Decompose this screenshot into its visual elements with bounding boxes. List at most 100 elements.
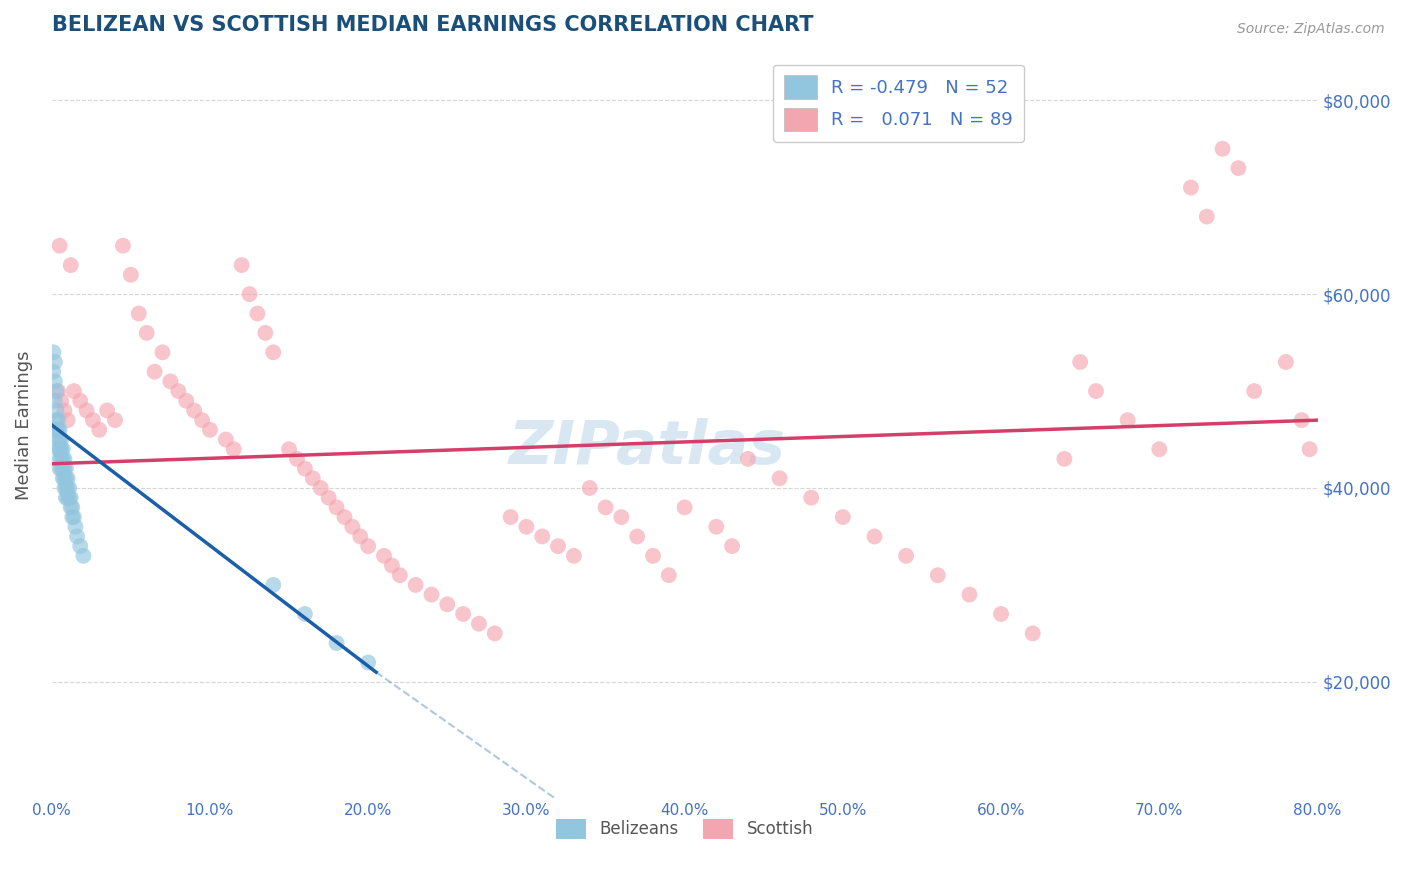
- Point: [342, 520, 364, 534]
- Point: [65, 520, 87, 534]
- Point: [1275, 355, 1298, 369]
- Point: [183, 403, 205, 417]
- Point: [45, 413, 67, 427]
- Point: [1195, 210, 1218, 224]
- Point: [704, 520, 727, 534]
- Point: [76, 403, 98, 417]
- Point: [278, 442, 301, 457]
- Text: Source: ZipAtlas.com: Source: ZipAtlas.com: [1237, 22, 1385, 37]
- Point: [484, 626, 506, 640]
- Point: [357, 539, 380, 553]
- Point: [46, 433, 69, 447]
- Point: [373, 549, 395, 563]
- Point: [52, 471, 75, 485]
- Point: [451, 607, 474, 621]
- Point: [104, 413, 127, 427]
- Point: [595, 500, 617, 515]
- Point: [626, 529, 648, 543]
- Point: [82, 413, 104, 427]
- Point: [1180, 180, 1202, 194]
- Point: [46, 384, 69, 398]
- Point: [294, 607, 316, 621]
- Point: [44, 375, 66, 389]
- Point: [167, 384, 190, 398]
- Point: [53, 481, 76, 495]
- Point: [51, 393, 73, 408]
- Point: [96, 403, 118, 417]
- Point: [215, 433, 238, 447]
- Point: [381, 558, 404, 573]
- Point: [927, 568, 949, 582]
- Point: [69, 539, 91, 553]
- Point: [53, 451, 76, 466]
- Point: [294, 461, 316, 475]
- Point: [325, 636, 347, 650]
- Point: [1085, 384, 1108, 398]
- Y-axis label: Median Earnings: Median Earnings: [15, 351, 32, 500]
- Point: [52, 461, 75, 475]
- Point: [222, 442, 245, 457]
- Point: [51, 433, 73, 447]
- Point: [159, 375, 181, 389]
- Point: [388, 568, 411, 582]
- Point: [152, 345, 174, 359]
- Point: [990, 607, 1012, 621]
- Point: [51, 451, 73, 466]
- Point: [51, 461, 73, 475]
- Point: [53, 403, 76, 417]
- Point: [499, 510, 522, 524]
- Point: [333, 510, 356, 524]
- Point: [768, 471, 790, 485]
- Point: [301, 471, 323, 485]
- Point: [120, 268, 142, 282]
- Point: [63, 510, 86, 524]
- Point: [238, 287, 260, 301]
- Point: [325, 500, 347, 515]
- Point: [66, 529, 89, 543]
- Point: [1022, 626, 1045, 640]
- Point: [174, 393, 197, 408]
- Point: [48, 442, 70, 457]
- Point: [46, 423, 69, 437]
- Point: [48, 423, 70, 437]
- Point: [1298, 442, 1320, 457]
- Point: [198, 423, 221, 437]
- Point: [658, 568, 681, 582]
- Point: [45, 403, 67, 417]
- Point: [56, 413, 79, 427]
- Point: [562, 549, 585, 563]
- Point: [45, 384, 67, 398]
- Point: [45, 423, 67, 437]
- Point: [531, 529, 554, 543]
- Point: [53, 461, 76, 475]
- Point: [58, 481, 80, 495]
- Point: [58, 491, 80, 505]
- Point: [52, 451, 75, 466]
- Point: [515, 520, 537, 534]
- Point: [56, 471, 79, 485]
- Point: [128, 306, 150, 320]
- Point: [1291, 413, 1313, 427]
- Point: [143, 365, 166, 379]
- Point: [1053, 451, 1076, 466]
- Point: [42, 365, 65, 379]
- Text: ZIPatlas: ZIPatlas: [508, 417, 785, 477]
- Point: [135, 326, 157, 340]
- Point: [436, 597, 458, 611]
- Point: [863, 529, 886, 543]
- Point: [737, 451, 759, 466]
- Point: [59, 491, 82, 505]
- Point: [831, 510, 853, 524]
- Point: [1243, 384, 1265, 398]
- Point: [72, 549, 94, 563]
- Point: [48, 238, 70, 252]
- Point: [721, 539, 744, 553]
- Point: [48, 461, 70, 475]
- Point: [420, 588, 443, 602]
- Point: [357, 656, 380, 670]
- Point: [318, 491, 340, 505]
- Point: [610, 510, 633, 524]
- Point: [1116, 413, 1139, 427]
- Point: [42, 345, 65, 359]
- Point: [468, 616, 491, 631]
